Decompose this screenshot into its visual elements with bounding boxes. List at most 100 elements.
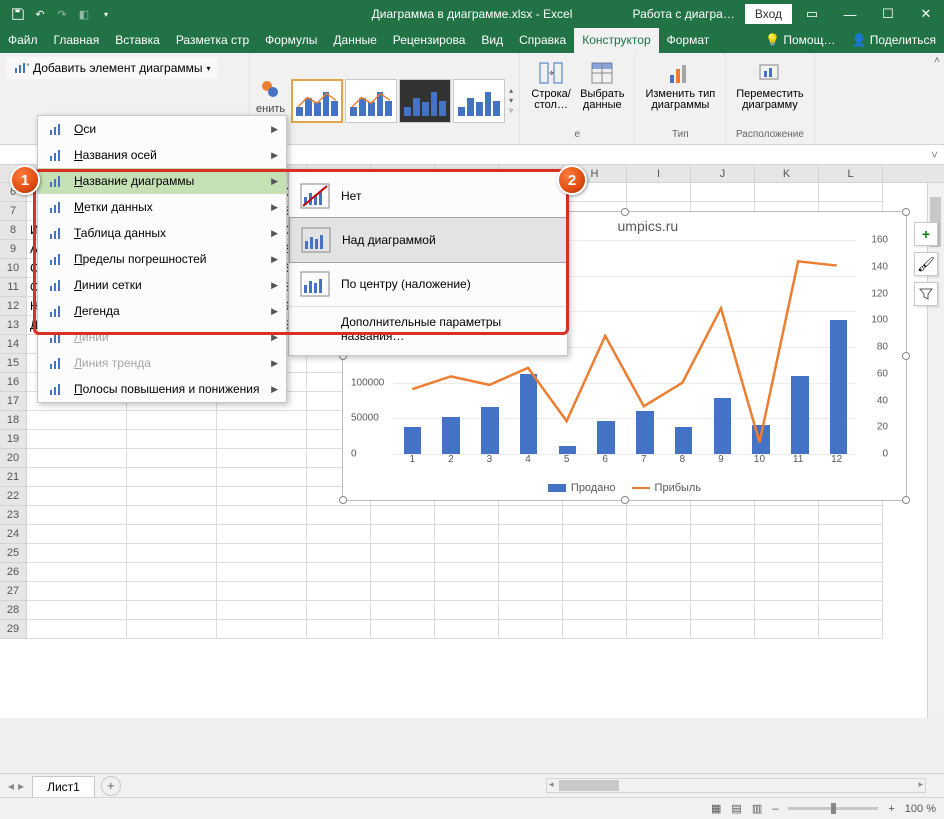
row-header[interactable]: 13 <box>0 316 26 335</box>
tab-file[interactable]: Файл <box>0 28 46 53</box>
gallery-scroll-down[interactable]: ▾ <box>509 96 513 105</box>
view-page-break-icon[interactable]: ▥ <box>752 802 762 815</box>
row-header[interactable]: 29 <box>0 620 26 639</box>
cell[interactable] <box>127 449 217 468</box>
cell[interactable] <box>127 468 217 487</box>
cell[interactable] <box>27 449 127 468</box>
cell[interactable] <box>27 525 127 544</box>
cell[interactable] <box>127 563 217 582</box>
menu-item[interactable]: Оси▶ <box>38 116 286 142</box>
cell[interactable] <box>307 620 371 639</box>
tab-разметка стр[interactable]: Разметка стр <box>168 28 257 53</box>
row-header[interactable]: 25 <box>0 544 26 563</box>
cell[interactable] <box>127 525 217 544</box>
cell[interactable] <box>691 620 755 639</box>
cell[interactable] <box>755 525 819 544</box>
cell[interactable] <box>563 582 627 601</box>
cell[interactable] <box>371 601 435 620</box>
menu-item[interactable]: Названия осей▶ <box>38 142 286 168</box>
cell[interactable] <box>127 582 217 601</box>
view-normal-icon[interactable]: ▦ <box>711 802 721 815</box>
menu-item[interactable]: Легенда▶ <box>38 298 286 324</box>
row-header[interactable]: 22 <box>0 487 26 506</box>
tab-вид[interactable]: Вид <box>473 28 511 53</box>
chart-legend[interactable]: Продано Прибыль <box>343 482 906 494</box>
cell[interactable] <box>755 183 819 202</box>
cell[interactable] <box>127 430 217 449</box>
cell[interactable] <box>307 544 371 563</box>
cell[interactable] <box>127 411 217 430</box>
menu-item[interactable]: Таблица данных▶ <box>38 220 286 246</box>
cell[interactable] <box>627 601 691 620</box>
cell[interactable] <box>691 506 755 525</box>
cell[interactable] <box>499 544 563 563</box>
gallery-scroll-up[interactable]: ▴ <box>509 86 513 95</box>
cell[interactable] <box>435 506 499 525</box>
row-header[interactable]: 14 <box>0 335 26 354</box>
row-header[interactable]: 17 <box>0 392 26 411</box>
cell[interactable] <box>27 506 127 525</box>
cell[interactable] <box>371 525 435 544</box>
zoom-out-button[interactable]: – <box>772 803 778 815</box>
customize-qat-icon[interactable]: ▾ <box>98 6 114 22</box>
cell[interactable] <box>691 563 755 582</box>
cell[interactable] <box>499 525 563 544</box>
row-header[interactable]: 9 <box>0 240 26 259</box>
collapse-ribbon-icon[interactable]: ˄ <box>934 55 940 66</box>
tab-рецензирова[interactable]: Рецензирова <box>385 28 474 53</box>
row-header[interactable]: 23 <box>0 506 26 525</box>
cell[interactable] <box>627 582 691 601</box>
cell[interactable] <box>755 601 819 620</box>
cell[interactable] <box>819 183 883 202</box>
cell[interactable] <box>217 468 307 487</box>
cell[interactable] <box>127 506 217 525</box>
sheet-nav-next[interactable]: ▸ <box>18 779 24 793</box>
cell[interactable] <box>627 525 691 544</box>
chart-styles-button[interactable]: 🖌 <box>914 252 938 276</box>
cell[interactable] <box>371 563 435 582</box>
cell[interactable] <box>435 525 499 544</box>
cell[interactable] <box>27 468 127 487</box>
touch-mode-icon[interactable]: ◧ <box>76 6 92 22</box>
cell[interactable] <box>371 506 435 525</box>
cell[interactable] <box>27 601 127 620</box>
cell[interactable] <box>127 601 217 620</box>
chart-style-4[interactable] <box>453 79 505 123</box>
cell[interactable] <box>217 525 307 544</box>
cell[interactable] <box>127 544 217 563</box>
cell[interactable] <box>435 601 499 620</box>
cell[interactable] <box>563 544 627 563</box>
row-header[interactable]: 7 <box>0 202 26 221</box>
cell[interactable] <box>435 582 499 601</box>
tab-вставка[interactable]: Вставка <box>107 28 168 53</box>
cell[interactable] <box>819 525 883 544</box>
cell[interactable] <box>755 563 819 582</box>
cell[interactable] <box>371 544 435 563</box>
cell[interactable] <box>217 582 307 601</box>
login-button[interactable]: Вход <box>745 4 792 24</box>
cell[interactable] <box>435 563 499 582</box>
add-chart-element-button[interactable]: + Добавить элемент диаграммы ▾ <box>6 57 218 79</box>
cell[interactable] <box>217 563 307 582</box>
cell[interactable] <box>217 449 307 468</box>
submenu-item[interactable]: По центру (наложение) <box>289 262 567 306</box>
cell[interactable] <box>127 487 217 506</box>
column-header[interactable]: J <box>691 165 755 182</box>
column-header[interactable]: L <box>819 165 883 182</box>
cell[interactable] <box>217 601 307 620</box>
cell[interactable] <box>563 620 627 639</box>
cell[interactable] <box>627 563 691 582</box>
row-header[interactable]: 11 <box>0 278 26 297</box>
cell[interactable] <box>499 563 563 582</box>
row-header[interactable]: 26 <box>0 563 26 582</box>
tab-данные[interactable]: Данные <box>325 28 384 53</box>
menu-item[interactable]: Метки данных▶ <box>38 194 286 220</box>
chart-style-2[interactable] <box>345 79 397 123</box>
chart-style-1[interactable] <box>291 79 343 123</box>
formula-bar-expand-icon[interactable]: ˅ <box>931 148 944 162</box>
submenu-item[interactable]: Нет <box>289 174 567 218</box>
cell[interactable] <box>819 563 883 582</box>
cell[interactable] <box>307 582 371 601</box>
column-header[interactable]: K <box>755 165 819 182</box>
row-header[interactable]: 15 <box>0 354 26 373</box>
